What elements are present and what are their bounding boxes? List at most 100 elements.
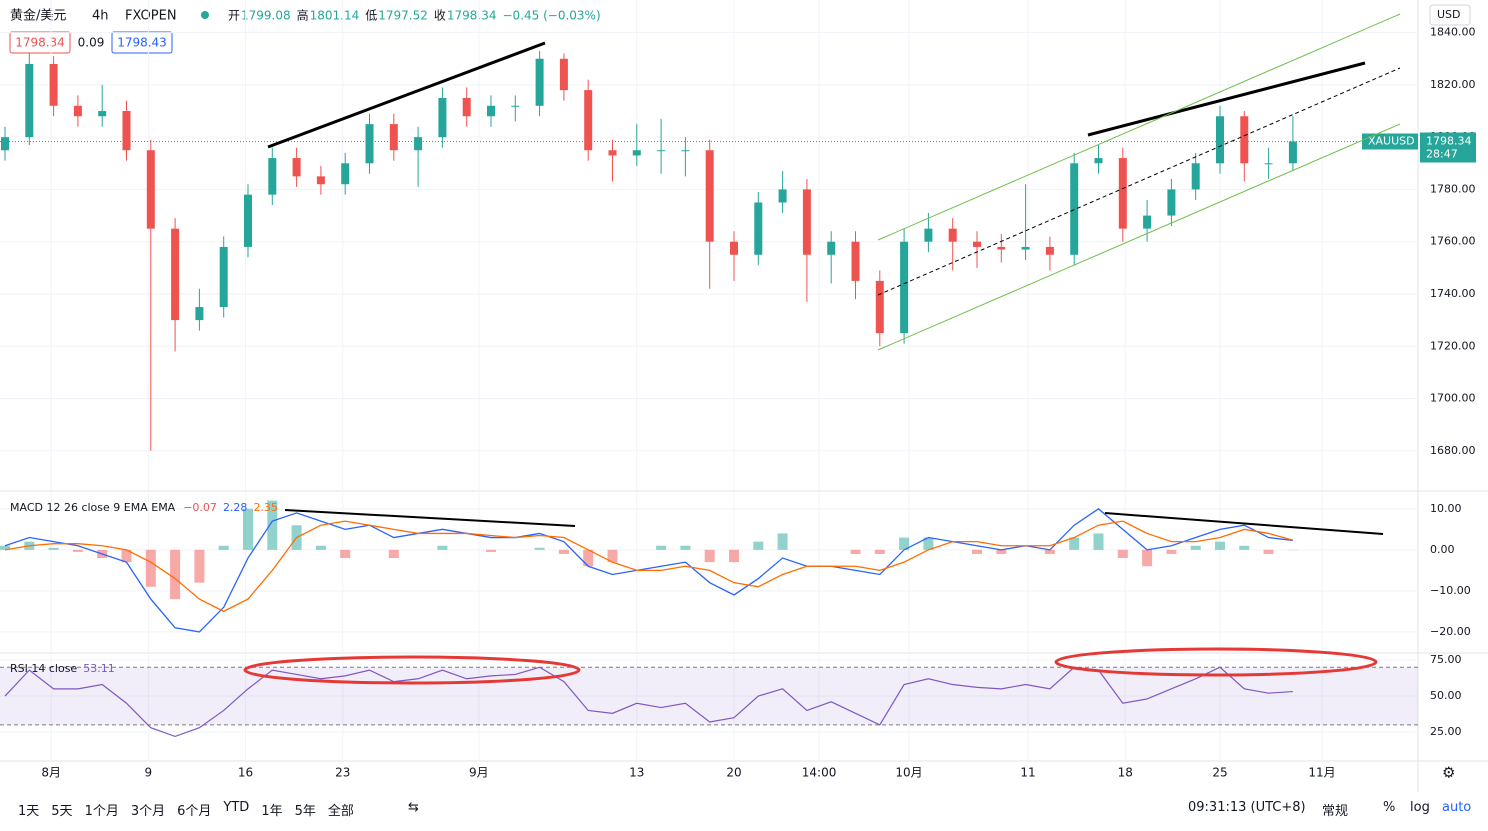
range-button[interactable]: 全部 <box>327 804 354 819</box>
channel-line <box>877 123 1401 351</box>
candle-body <box>802 189 811 255</box>
range-button[interactable]: 1天 <box>18 804 40 819</box>
candle-body <box>851 241 860 281</box>
session[interactable]: 常规 <box>1322 804 1349 819</box>
candle-body <box>948 228 957 242</box>
histogram-bar <box>1166 549 1177 554</box>
range-button[interactable]: 5天 <box>51 804 73 819</box>
candle-body <box>511 105 520 107</box>
candle-body <box>195 307 204 321</box>
candle-body <box>705 150 714 242</box>
trend-arrow <box>284 509 576 527</box>
range-button[interactable]: 3个月 <box>130 804 166 819</box>
ask-box[interactable] <box>111 31 173 54</box>
histogram-bar <box>1190 545 1201 550</box>
countdown: 28:47 <box>1426 147 1458 160</box>
histogram-bar <box>1142 549 1153 567</box>
x-tick-label: 11 <box>1020 766 1035 780</box>
candle-body <box>244 194 252 247</box>
candle-body <box>1264 163 1273 165</box>
candle-body <box>146 150 155 229</box>
candle-body <box>827 241 836 255</box>
y-tick-label: −10.00 <box>1430 584 1471 597</box>
histogram-bar <box>607 549 618 563</box>
histogram-bar <box>1093 533 1104 550</box>
histogram-bar <box>145 549 156 587</box>
y-tick-label: 50.00 <box>1430 689 1462 702</box>
histogram-bar <box>437 545 448 550</box>
trend-arrow <box>267 41 546 149</box>
histogram-bar <box>583 549 594 567</box>
candle-body <box>462 97 471 117</box>
candle-body <box>535 58 544 106</box>
range-button[interactable]: 1年 <box>261 804 283 819</box>
candle-body <box>73 105 82 117</box>
candle-body <box>122 111 131 151</box>
candle-body <box>268 158 277 195</box>
histogram-bar <box>656 545 667 550</box>
x-tick-label: 23 <box>335 766 350 780</box>
price-tag-value: 1798.34 <box>1426 134 1472 147</box>
x-tick-label: 14:00 <box>802 766 837 780</box>
percent[interactable]: % <box>1383 800 1396 815</box>
range-button[interactable]: 6个月 <box>177 804 212 819</box>
histogram-bar <box>486 549 496 552</box>
log[interactable]: log <box>1410 800 1430 815</box>
auto[interactable]: auto <box>1442 800 1472 815</box>
candle-body <box>973 241 981 247</box>
histogram-bar <box>267 500 278 550</box>
y-tick-label: 10.00 <box>1430 502 1462 515</box>
bid: 1798.34 <box>15 36 65 50</box>
histogram-bar <box>777 533 788 550</box>
settings-icon[interactable]: ⚙ <box>1442 764 1455 782</box>
x-tick-label: 16 <box>238 766 253 780</box>
candle-body <box>1070 163 1079 255</box>
compare-icon[interactable]: ⇆ <box>408 800 419 815</box>
candle-body <box>1167 189 1176 216</box>
macd-line <box>4 520 1294 613</box>
currency: USD <box>1437 8 1461 21</box>
candle-body <box>1240 116 1249 164</box>
candle-body <box>1045 246 1054 255</box>
x-tick-label: 25 <box>1212 766 1227 780</box>
histogram-bar <box>0 545 10 550</box>
candle-body <box>341 163 350 185</box>
bid-box[interactable] <box>9 31 71 54</box>
candle-body <box>1021 246 1030 250</box>
range-button[interactable]: YTD <box>223 800 250 815</box>
ask: 1798.43 <box>117 36 167 50</box>
y-tick-label: 25.00 <box>1430 725 1462 738</box>
candle-body <box>608 150 617 156</box>
change: −0.45 (−0.03%) <box>503 9 601 23</box>
x-tick-label: 11月 <box>1308 766 1335 780</box>
candle-body <box>219 246 228 308</box>
x-tick-label: 9月 <box>469 766 489 780</box>
histogram-bar <box>753 541 764 550</box>
candle-body <box>1191 163 1200 190</box>
candle-body <box>1118 158 1127 229</box>
currency-select[interactable] <box>1429 4 1471 26</box>
candle-body <box>25 63 34 138</box>
drawings <box>243 13 1401 685</box>
histogram-bar <box>729 549 739 563</box>
candle-body <box>632 150 641 156</box>
rsi-band <box>0 667 1418 725</box>
range-button[interactable]: 1个月 <box>84 804 119 819</box>
histogram-bar <box>1117 549 1128 559</box>
ohlc-label: 开 <box>228 9 240 23</box>
histogram-bar <box>315 545 326 550</box>
histogram-bar <box>170 549 181 600</box>
histogram-bar <box>194 549 205 583</box>
range-button[interactable]: 5年 <box>294 804 316 819</box>
ohlc-value: 1798.34 <box>447 9 497 23</box>
histogram-bar <box>1069 537 1080 550</box>
histogram-bar <box>972 549 982 554</box>
macd-line <box>4 508 1293 633</box>
histogram-bar <box>1239 545 1250 550</box>
candle-body <box>1216 116 1224 164</box>
candle-body <box>924 228 933 242</box>
histogram-bar <box>243 508 253 550</box>
y-tick-label: 1760.00 <box>1430 235 1476 248</box>
candle-body <box>730 241 738 255</box>
source: FXOPEN <box>125 9 177 24</box>
